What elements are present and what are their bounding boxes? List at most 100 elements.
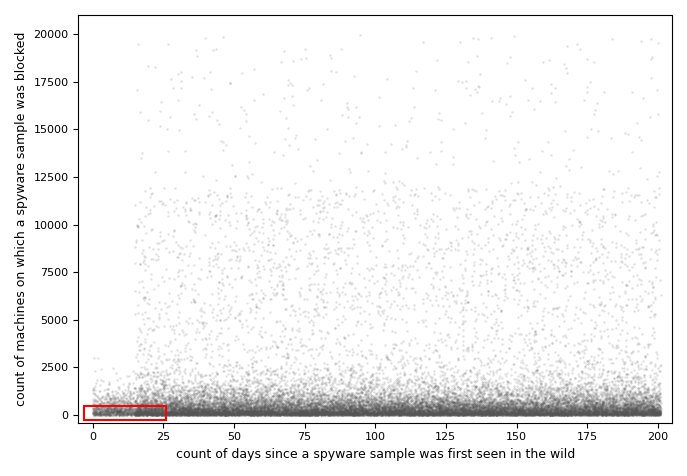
Point bbox=[402, 402, 413, 409]
Point bbox=[635, 411, 646, 418]
Point bbox=[193, 410, 204, 418]
Point bbox=[214, 407, 225, 414]
Point bbox=[570, 407, 581, 415]
Point bbox=[140, 407, 151, 415]
Point bbox=[288, 204, 299, 211]
Point bbox=[526, 410, 537, 418]
Point bbox=[235, 273, 246, 281]
Point bbox=[315, 408, 326, 416]
Point bbox=[164, 411, 174, 418]
Point bbox=[151, 399, 162, 407]
Point bbox=[282, 405, 293, 412]
Point bbox=[640, 409, 651, 416]
Point bbox=[233, 396, 244, 404]
Point bbox=[246, 409, 257, 416]
Point bbox=[400, 399, 411, 407]
Point bbox=[297, 383, 308, 391]
Point bbox=[442, 404, 453, 411]
Point bbox=[572, 395, 583, 403]
Point bbox=[344, 396, 355, 404]
Point bbox=[630, 404, 641, 412]
Point bbox=[394, 410, 405, 418]
Point bbox=[205, 407, 216, 415]
Point bbox=[625, 401, 636, 409]
Point bbox=[212, 381, 223, 388]
Point bbox=[396, 407, 407, 415]
Point bbox=[300, 307, 311, 315]
Point bbox=[444, 358, 455, 366]
Point bbox=[324, 408, 335, 416]
Point bbox=[293, 410, 304, 418]
Point bbox=[188, 410, 199, 417]
Point bbox=[517, 407, 528, 415]
Point bbox=[532, 404, 543, 411]
Point bbox=[331, 403, 342, 410]
Point bbox=[453, 400, 464, 407]
Point bbox=[329, 410, 340, 417]
Point bbox=[486, 408, 497, 416]
Point bbox=[189, 392, 200, 399]
Point bbox=[601, 387, 612, 395]
Point bbox=[637, 408, 648, 416]
Point bbox=[273, 406, 284, 414]
Point bbox=[517, 262, 528, 269]
Point bbox=[308, 407, 319, 414]
Point bbox=[543, 138, 554, 146]
Point bbox=[137, 401, 148, 409]
Point bbox=[552, 409, 563, 417]
Point bbox=[412, 400, 423, 407]
Point bbox=[530, 398, 541, 406]
Point bbox=[383, 407, 394, 415]
Point bbox=[289, 384, 300, 392]
Point bbox=[333, 350, 344, 357]
Point bbox=[267, 399, 278, 407]
Point bbox=[271, 404, 282, 412]
Point bbox=[626, 410, 637, 417]
Point bbox=[373, 365, 384, 372]
Point bbox=[433, 398, 444, 406]
Point bbox=[269, 400, 280, 408]
Point bbox=[179, 393, 190, 400]
Point bbox=[459, 411, 470, 419]
Point bbox=[629, 403, 640, 410]
Point bbox=[170, 399, 181, 407]
Point bbox=[127, 410, 138, 417]
Point bbox=[234, 380, 245, 388]
Point bbox=[328, 406, 339, 413]
Point bbox=[232, 411, 243, 418]
Point bbox=[611, 410, 622, 418]
Point bbox=[130, 411, 141, 419]
Point bbox=[629, 396, 640, 403]
Point bbox=[258, 406, 269, 413]
Point bbox=[218, 407, 229, 415]
Point bbox=[581, 393, 592, 401]
Point bbox=[408, 399, 419, 407]
Point bbox=[243, 410, 254, 417]
Point bbox=[467, 238, 478, 245]
Point bbox=[313, 404, 324, 412]
Point bbox=[530, 398, 541, 406]
Point bbox=[627, 402, 638, 409]
Point bbox=[455, 410, 466, 418]
Point bbox=[247, 411, 258, 419]
Point bbox=[247, 411, 258, 418]
Point bbox=[317, 410, 328, 418]
Point bbox=[273, 391, 284, 399]
Point bbox=[472, 407, 483, 415]
Point bbox=[503, 202, 514, 209]
Point bbox=[533, 401, 544, 408]
Point bbox=[535, 402, 546, 410]
Point bbox=[276, 352, 287, 359]
Point bbox=[581, 406, 592, 414]
Point bbox=[637, 400, 648, 408]
Point bbox=[563, 409, 574, 417]
Point bbox=[282, 403, 293, 411]
Point bbox=[236, 373, 247, 380]
Point bbox=[473, 410, 484, 417]
Point bbox=[515, 409, 526, 417]
Point bbox=[439, 411, 450, 418]
Point bbox=[214, 201, 225, 208]
Point bbox=[463, 409, 474, 416]
Point bbox=[312, 410, 323, 418]
Point bbox=[405, 407, 416, 415]
